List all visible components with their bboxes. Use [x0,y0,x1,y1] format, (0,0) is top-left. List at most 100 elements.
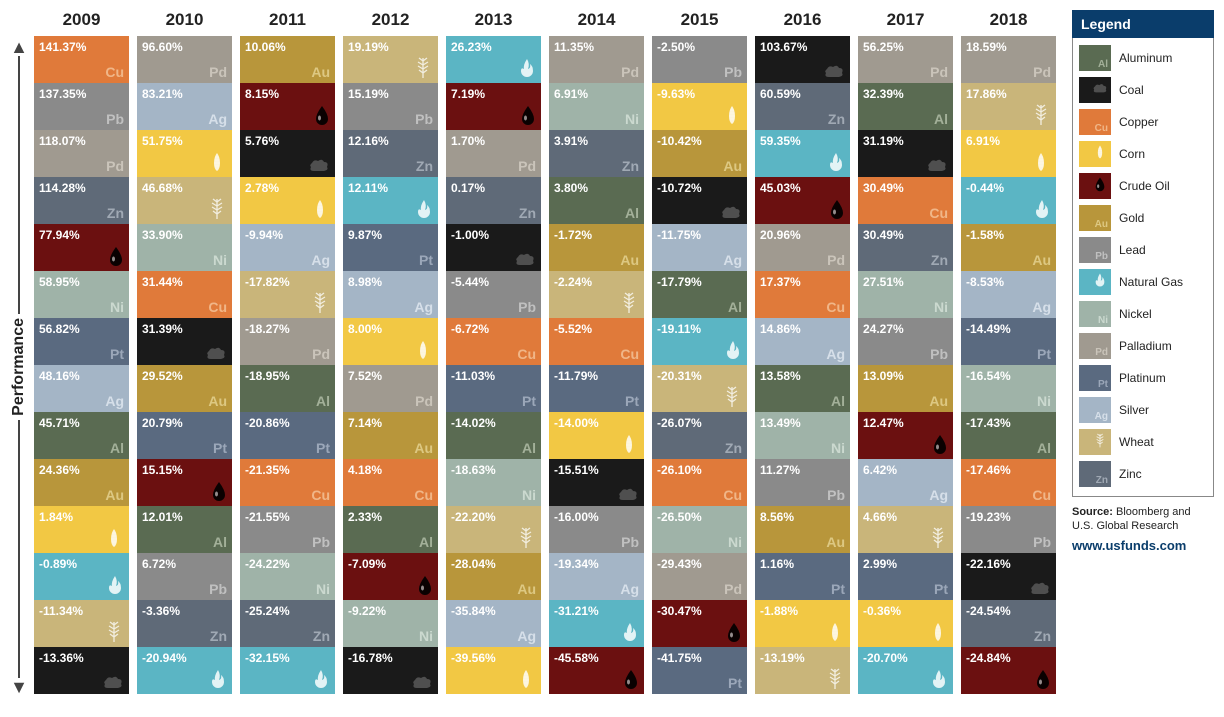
perf-cell: 17.86% [961,83,1056,130]
cell-value: 59.35% [760,134,801,148]
corn-icon [825,621,845,643]
perf-cell: 13.49%Ni [755,412,850,459]
commodity-symbol: Cu [517,346,536,362]
year-column: 2009141.37%Cu137.35%Pb118.07%Pd114.28%Zn… [34,10,129,694]
cell-value: 45.71% [39,416,80,430]
cell-value: 9.87% [348,228,382,242]
perf-cell: 7.19% [446,83,541,130]
cell-value: 17.37% [760,275,801,289]
cell-value: -2.50% [657,40,695,54]
cell-value: -32.15% [245,651,290,665]
cell-value: 30.49% [863,228,904,242]
legend: Legend AlAluminumCoalCuCopperCornCrude O… [1072,10,1214,553]
commodity-symbol: Au [826,534,845,550]
oil-icon [1035,668,1051,690]
cell-value: -20.70% [863,651,908,665]
perf-cell: -15.51% [549,459,644,506]
commodity-symbol: Zn [416,158,433,174]
legend-row: AgSilver [1079,394,1207,426]
perf-cell: 2.33%Al [343,506,438,553]
cell-value: 7.14% [348,416,382,430]
cell-value: 3.80% [554,181,588,195]
gas-icon [930,668,948,690]
cell-value: -0.89% [39,557,77,571]
perf-cell: -17.79%Al [652,271,747,318]
perf-cell: 118.07%Pd [34,130,129,177]
perf-cell: 46.68% [137,177,232,224]
cell-value: 3.91% [554,134,588,148]
cell-value: 7.52% [348,369,382,383]
cell-value: 15.15% [142,463,183,477]
commodity-symbol: Zn [519,205,536,221]
year-header: 2010 [137,10,232,36]
perf-cell: -1.72%Au [549,224,644,271]
perf-cell: 6.72%Pb [137,553,232,600]
year-column: 2016103.67%60.59%Zn59.35%45.03%20.96%Pd1… [755,10,850,694]
commodity-symbol: Zn [622,158,639,174]
perf-cell: -6.72%Cu [446,318,541,365]
wheat-icon [825,666,845,690]
cell-value: 7.19% [451,87,485,101]
commodity-symbol: Cu [311,487,330,503]
cell-value: 58.95% [39,275,80,289]
gas-icon [209,668,227,690]
commodity-symbol: Ni [522,487,536,503]
cell-value: 20.96% [760,228,801,242]
cell-value: -22.20% [451,510,496,524]
cell-value: -1.72% [554,228,592,242]
chart-wrapper: ▲ Performance ▼ 2009141.37%Cu137.35%Pb11… [10,10,1214,696]
perf-cell: -13.36% [34,647,129,694]
perf-cell: 30.49%Cu [858,177,953,224]
commodity-symbol: Zn [210,628,227,644]
legend-label: Corn [1119,147,1145,161]
perf-cell: -0.89% [34,553,129,600]
perf-cell: -45.58% [549,647,644,694]
cell-value: -11.03% [451,369,495,383]
cell-value: 56.82% [39,322,80,336]
cell-value: 24.36% [39,463,80,477]
cell-value: -18.27% [245,322,290,336]
cell-value: -16.54% [966,369,1011,383]
perf-cell: 59.35% [755,130,850,177]
gas-icon [106,574,124,596]
oil-icon [1092,176,1108,197]
legend-row: Wheat [1079,426,1207,458]
perf-cell: -17.43%Al [961,412,1056,459]
year-column: 201096.60%Pd83.21%Ag51.75%46.68%33.90%Ni… [137,10,232,694]
gas-icon [1033,198,1051,220]
commodity-symbol: Al [728,299,742,315]
cell-value: -45.58% [554,651,599,665]
perf-cell: -3.36%Zn [137,600,232,647]
arrow-up-icon: ▲ [10,38,28,56]
commodity-symbol: Pt [522,393,536,409]
legend-label: Gold [1119,211,1144,225]
commodity-symbol: Pd [312,346,330,362]
commodity-symbol: Pt [110,346,124,362]
commodity-symbol: Cu [620,346,639,362]
perf-cell: 8.98%Ag [343,271,438,318]
perf-cell: 12.11% [343,177,438,224]
perf-cell: 51.75% [137,130,232,177]
perf-cell: 60.59%Zn [755,83,850,130]
cell-value: 48.16% [39,369,80,383]
wheat-icon [1092,432,1108,453]
cell-value: -5.44% [451,275,489,289]
legend-swatch: Al [1079,45,1111,71]
perf-cell: 15.19%Pb [343,83,438,130]
perf-cell: -0.36% [858,600,953,647]
cell-value: -18.63% [451,463,496,477]
perf-cell: -20.94% [137,647,232,694]
legend-label: Wheat [1119,435,1154,449]
legend-label: Crude Oil [1119,179,1170,193]
perf-cell: 45.71%Al [34,412,129,459]
cell-value: -8.53% [966,275,1004,289]
perf-cell: 5.76% [240,130,335,177]
perf-cell: 27.51%Ni [858,271,953,318]
cell-value: -16.00% [554,510,599,524]
commodity-symbol: Cu [208,299,227,315]
cell-value: 12.01% [142,510,183,524]
cell-value: -19.23% [966,510,1011,524]
source-link[interactable]: www.usfunds.com [1072,538,1214,553]
commodity-symbol: Au [105,487,124,503]
commodity-symbol: Pb [1033,534,1051,550]
